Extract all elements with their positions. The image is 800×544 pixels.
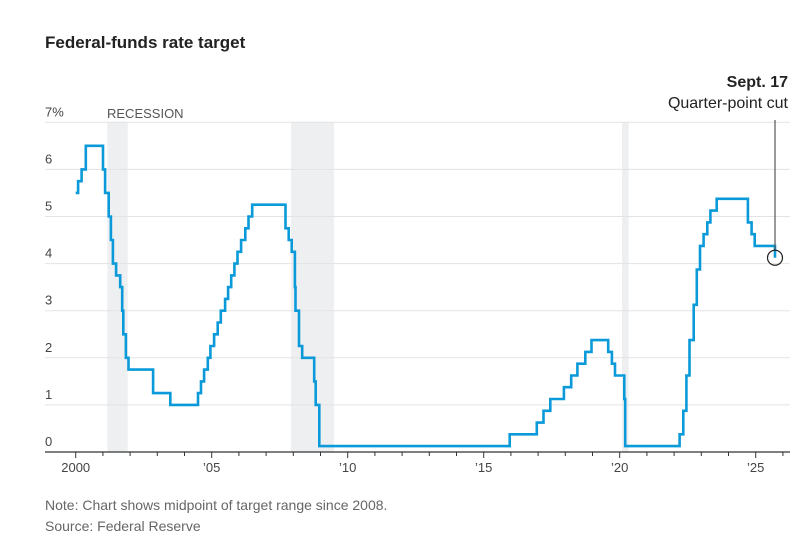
y-tick-label: 3 [45,293,52,308]
rate-line [75,144,777,448]
x-tick-label: ’10 [339,460,356,475]
annotation-text: Quarter-point cut [668,95,789,112]
x-tick-label: ’05 [203,460,220,475]
y-tick-label: 5 [45,199,52,214]
y-tick-label: 0 [45,434,52,449]
y-tick-label: 4 [45,246,52,261]
x-tick-label: ’25 [747,460,764,475]
recession-band [622,122,629,453]
recession-band [290,122,334,453]
chart-note: Note: Chart shows midpoint of target ran… [45,497,388,513]
recession-band [107,122,128,453]
y-tick-label: 7% [45,104,64,119]
y-tick-label: 1 [45,387,52,402]
y-tick-label: 2 [45,340,52,355]
x-tick-label: 2000 [61,460,90,475]
x-tick-label: ’15 [475,460,492,475]
annotation-title: Sept. 17 [727,74,788,91]
chart-title: Federal-funds rate target [45,33,246,52]
recession-label: RECESSION [107,106,184,121]
x-tick-label: ’20 [611,460,628,475]
y-tick-label: 6 [45,151,52,166]
chart-source: Source: Federal Reserve [45,518,201,534]
annotation-circle [766,249,784,266]
